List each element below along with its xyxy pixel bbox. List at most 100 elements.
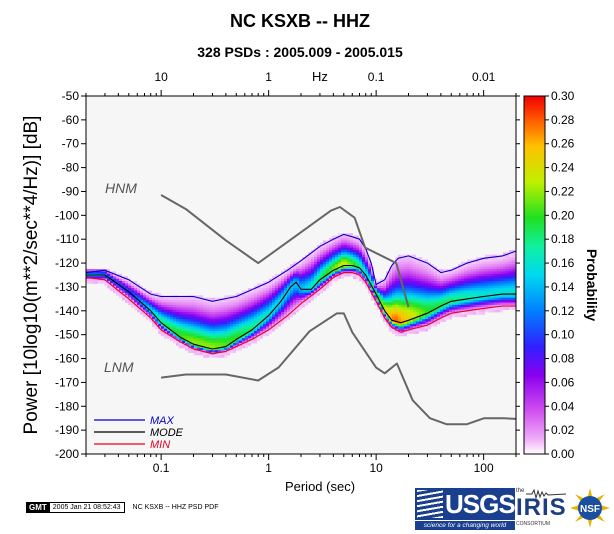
density-cell [491,304,494,308]
density-cell [230,345,233,349]
density-cell [449,290,452,294]
density-cell [395,333,398,337]
density-cell [506,254,509,258]
density-cell [395,288,398,291]
density-cell [497,276,500,279]
density-cell [236,323,239,327]
density-cell [119,288,122,291]
density-cell [506,290,509,294]
density-cell [344,252,347,256]
density-cell [413,261,416,265]
density-cell [287,290,290,294]
density-cell [434,304,437,308]
density-cell [140,302,143,306]
density-cell [341,235,344,239]
density-cell [314,266,317,270]
density-cell [131,283,134,287]
density-cell [500,276,503,279]
svg-text:NSF: NSF [580,504,600,515]
density-cell [188,331,191,334]
density-cell [452,280,455,284]
density-cell [428,288,431,291]
density-cell [353,261,356,265]
density-cell [434,309,437,313]
density-cell [299,278,302,282]
density-cell [182,326,185,330]
density-cell [197,300,200,303]
density-cell [353,247,356,251]
density-cell [365,264,368,268]
density-cell [215,319,218,322]
density-cell [413,323,416,327]
density-cell [437,316,440,320]
density-cell [485,254,488,258]
density-cell [305,261,308,265]
density-cell [212,333,215,337]
density-cell [389,328,392,332]
density-cell [329,276,332,279]
density-cell [152,323,155,327]
density-cell [245,309,248,313]
density-cell [293,302,296,306]
density-cell [431,278,434,282]
density-cell [314,269,317,272]
density-cell [185,300,188,303]
density-cell [197,319,200,322]
density-cell [404,326,407,330]
density-cell [179,333,182,337]
density-cell [170,331,173,334]
density-cell [476,280,479,284]
density-cell [431,271,434,275]
density-cell [503,295,506,299]
density-cell [278,300,281,303]
density-cell [191,300,194,303]
density-cell [470,276,473,279]
density-cell [395,311,398,315]
density-cell [293,300,296,303]
density-cell [242,345,245,349]
density-cell [158,316,161,320]
density-cell [476,311,479,315]
density-cell [230,338,233,342]
density-cell [254,323,257,327]
density-cell [206,347,209,351]
density-cell [206,350,209,353]
density-cell [227,331,230,334]
density-cell [290,264,293,268]
density-cell [413,280,416,284]
density-cell [485,283,488,287]
colorbar-label: Probability [584,249,600,322]
density-cell [188,314,191,318]
density-cell [119,276,122,279]
density-cell [473,304,476,308]
density-cell [500,273,503,277]
density-cell [233,309,236,313]
density-cell [392,290,395,294]
density-cell [242,311,245,315]
density-cell [218,323,221,327]
density-cell [272,316,275,320]
density-cell [110,276,113,279]
density-cell [410,302,413,306]
density-cell [326,266,329,270]
density-cell [488,259,491,263]
density-cell [197,347,200,351]
density-cell [416,292,419,296]
density-cell [92,276,95,279]
density-cell [326,269,329,272]
density-cell [395,331,398,334]
density-cell [155,307,158,311]
density-cell [266,283,269,287]
density-cell [458,304,461,308]
density-cell [233,316,236,320]
density-cell [422,269,425,272]
density-cell [335,242,338,246]
density-cell [401,273,404,277]
y-tick-label: -200 [55,447,79,461]
density-cell [410,254,413,258]
density-cell [284,297,287,301]
density-cell [308,278,311,282]
density-cell [473,300,476,303]
density-cell [455,280,458,284]
density-cell [335,264,338,268]
